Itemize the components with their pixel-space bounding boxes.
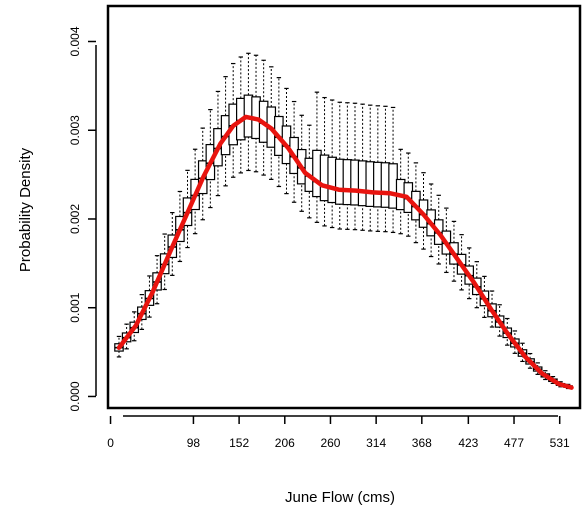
x-tick-label-9: 531 (550, 436, 570, 450)
x-tick-label-2: 152 (229, 436, 249, 450)
median-density-line (116, 114, 574, 390)
x-tick-label-8: 477 (504, 436, 524, 450)
y-tick-label-4: 0.004 (68, 26, 82, 56)
x-tick-label-1: 98 (187, 436, 201, 450)
x-ticks-layer: 0 98 152 206 260 314 368 423 477 531 (107, 416, 570, 450)
x-tick-label-3: 206 (275, 436, 295, 450)
plot-frame (106, 4, 582, 410)
box-36 (388, 106, 398, 234)
y-tick-label-0: 0.000 (68, 381, 82, 411)
x-axis-title: June Flow (cms) (285, 489, 395, 506)
x-tick-label-0: 0 (107, 436, 114, 450)
x-tick-label-6: 368 (412, 436, 432, 450)
box-26 (312, 91, 322, 223)
y-tick-label-1: 0.001 (68, 292, 82, 322)
box-31 (350, 102, 360, 231)
y-axis-title: Probability Density (17, 147, 34, 272)
median-line-layer (116, 114, 574, 390)
y-ticks-layer: 0.000 0.001 0.002 0.003 0.004 (68, 26, 96, 412)
x-tick-label-7: 423 (458, 436, 478, 450)
x-tick-label-5: 314 (366, 436, 386, 450)
x-tick-label-4: 260 (320, 436, 340, 450)
y-tick-label-3: 0.003 (68, 115, 82, 145)
y-tick-label-2: 0.002 (68, 204, 82, 234)
